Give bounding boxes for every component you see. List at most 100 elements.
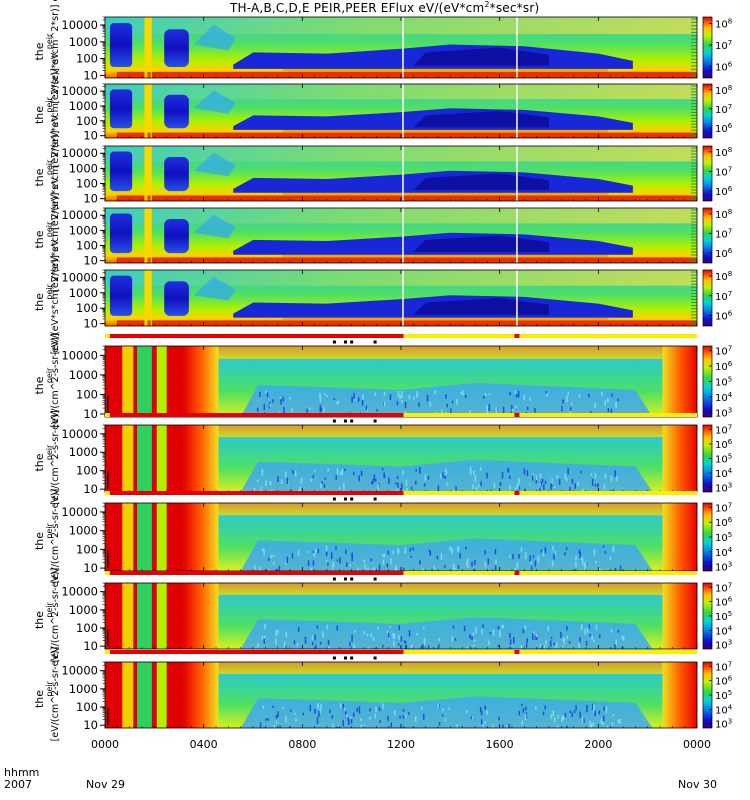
flux-speckle bbox=[535, 475, 538, 481]
y-axis-label: the bbox=[33, 376, 46, 394]
flux-speckle bbox=[595, 561, 597, 564]
mode-marker bbox=[373, 340, 377, 344]
flux-speckle bbox=[283, 406, 285, 414]
flux-speckle bbox=[309, 704, 312, 712]
colorbar-scale bbox=[702, 83, 713, 139]
flux-speckle bbox=[617, 719, 620, 724]
flux-speckle bbox=[275, 715, 278, 719]
flux-speckle bbox=[398, 625, 401, 631]
y-axis-units: [eV/(eV*s*cm^2*sr)] eV bbox=[50, 239, 61, 354]
y-axis-units: [eV/(eV*s*cm^2*sr)] eV bbox=[50, 177, 61, 292]
flux-speckle bbox=[594, 402, 596, 408]
flux-speckle bbox=[562, 715, 564, 720]
red-fade-left bbox=[183, 583, 219, 649]
flux-speckle bbox=[512, 408, 514, 414]
flux-speckle bbox=[357, 567, 359, 571]
flux-speckle bbox=[560, 632, 562, 638]
flux-speckle bbox=[422, 644, 424, 649]
flux-speckle bbox=[571, 402, 573, 406]
flux-speckle bbox=[316, 717, 319, 724]
flux-speckle bbox=[279, 725, 281, 728]
y-tick-label: 100 bbox=[76, 177, 98, 191]
mode-marker bbox=[332, 340, 336, 344]
flux-speckle bbox=[341, 468, 344, 475]
flux-speckle bbox=[460, 391, 463, 395]
flux-speckle bbox=[579, 552, 582, 558]
flux-speckle bbox=[291, 408, 293, 413]
colorbar-scale bbox=[702, 269, 713, 327]
flux-speckle bbox=[335, 475, 337, 480]
flux-speckle bbox=[366, 633, 369, 637]
flux-speckle bbox=[349, 564, 351, 567]
flux-speckle bbox=[307, 550, 310, 554]
blue-blob bbox=[164, 94, 189, 129]
flux-speckle bbox=[312, 550, 315, 553]
flux-speckle bbox=[382, 644, 384, 648]
flux-speckle bbox=[497, 644, 500, 647]
green-stripe bbox=[156, 425, 167, 492]
flux-speckle bbox=[429, 402, 432, 408]
colorbar-tick-label: 107 bbox=[715, 290, 732, 303]
y-tick-label: 1000 bbox=[69, 286, 98, 300]
flux-speckle bbox=[295, 718, 297, 722]
flux-speckle bbox=[549, 640, 552, 648]
y-tick-label: 10 bbox=[83, 639, 98, 653]
flux-speckle bbox=[454, 567, 456, 571]
flux-speckle bbox=[370, 568, 373, 571]
flux-speckle bbox=[403, 640, 406, 643]
flux-speckle bbox=[484, 393, 487, 396]
flux-speckle bbox=[553, 642, 556, 646]
flux-speckle bbox=[593, 707, 595, 713]
flux-speckle bbox=[280, 398, 282, 405]
flux-speckle bbox=[348, 719, 350, 726]
flux-speckle bbox=[404, 713, 407, 718]
mode-bar-segment bbox=[514, 334, 520, 338]
flux-speckle bbox=[336, 625, 339, 631]
flux-speckle bbox=[264, 635, 266, 639]
flux-speckle bbox=[398, 635, 400, 640]
flux-speckle bbox=[508, 475, 511, 479]
flux-speckle bbox=[499, 482, 502, 487]
flux-speckle bbox=[480, 481, 482, 486]
flux-speckle bbox=[615, 404, 617, 409]
colorbar-tick-label: 107 bbox=[715, 581, 732, 594]
flux-speckle bbox=[600, 569, 603, 571]
flux-speckle bbox=[573, 710, 576, 714]
flux-speckle bbox=[412, 547, 414, 551]
flux-speckle bbox=[512, 554, 514, 560]
flux-speckle bbox=[529, 397, 531, 402]
flux-speckle bbox=[469, 466, 472, 474]
flux-speckle bbox=[422, 568, 424, 571]
flux-speckle bbox=[275, 568, 278, 571]
flux-speckle bbox=[505, 725, 508, 728]
flux-speckle bbox=[383, 553, 386, 558]
flux-speckle bbox=[269, 481, 272, 486]
flux-speckle bbox=[488, 393, 491, 396]
flux-speckle bbox=[323, 407, 325, 413]
flux-speckle bbox=[445, 468, 447, 472]
flux-speckle bbox=[456, 546, 459, 552]
green-stripe bbox=[137, 425, 152, 492]
flux-speckle bbox=[523, 468, 526, 475]
flux-speckle bbox=[529, 483, 531, 486]
flux-speckle bbox=[395, 567, 398, 571]
flux-speckle bbox=[311, 635, 314, 641]
flux-speckle bbox=[514, 487, 517, 490]
low-energy-band bbox=[282, 315, 609, 321]
flux-speckle bbox=[515, 405, 517, 408]
cyan-wedge bbox=[193, 152, 236, 177]
flux-speckle bbox=[514, 390, 517, 395]
flux-speckle bbox=[442, 472, 444, 478]
flux-speckle bbox=[403, 567, 405, 571]
flux-speckle bbox=[481, 629, 483, 635]
low-flux-region bbox=[240, 382, 653, 417]
date-end-label: Nov 30 bbox=[678, 778, 717, 791]
colorbar-scale bbox=[702, 207, 713, 264]
flux-speckle bbox=[451, 636, 454, 642]
flux-speckle bbox=[270, 554, 273, 559]
flux-speckle bbox=[361, 399, 364, 406]
flux-speckle bbox=[518, 486, 521, 490]
flux-speckle bbox=[602, 545, 605, 548]
flux-speckle bbox=[406, 488, 408, 492]
